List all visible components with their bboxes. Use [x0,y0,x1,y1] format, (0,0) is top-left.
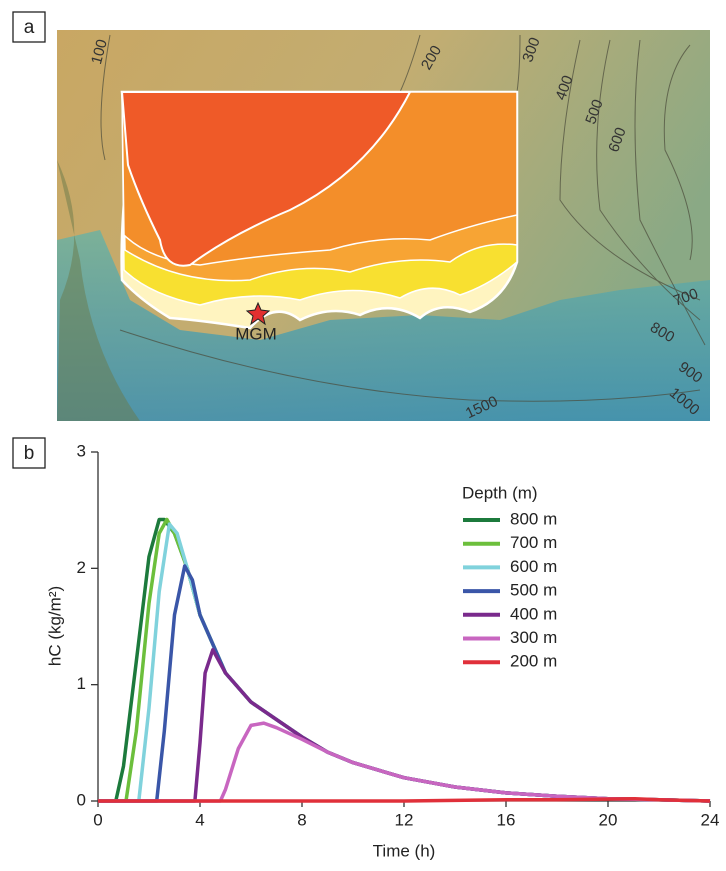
panel-label: a [24,17,35,38]
series-line [98,524,710,801]
y-tick-label: 1 [77,674,86,693]
x-tick-label: 12 [395,810,414,829]
x-tick-label: 16 [497,810,516,829]
series-line [98,520,710,802]
y-tick-label: 3 [77,441,86,460]
legend-label: 700 m [510,533,557,552]
site-label: MGM [235,324,277,343]
y-axis-label: hC (kg/m²) [45,586,64,666]
legend-label: 300 m [510,628,557,647]
x-tick-label: 8 [297,810,306,829]
panel-label: b [24,443,35,464]
series-line [98,520,710,802]
legend-label: 500 m [510,581,557,600]
series-line [98,723,710,801]
legend-title: Depth (m) [462,483,538,502]
figure: MGM 10020030040050060070080090010001500 … [0,0,726,866]
x-tick-label: 0 [93,810,102,829]
legend-label: 200 m [510,652,557,671]
series-line [98,566,710,801]
x-tick-label: 4 [195,810,204,829]
y-tick-label: 0 [77,790,86,809]
series-line [98,799,710,801]
legend-label: 800 m [510,509,557,528]
x-tick-label: 24 [701,810,720,829]
x-tick-label: 20 [599,810,618,829]
legend-label: 600 m [510,557,557,576]
y-tick-label: 2 [77,558,86,577]
legend-label: 400 m [510,604,557,623]
x-axis-label: Time (h) [373,841,436,860]
